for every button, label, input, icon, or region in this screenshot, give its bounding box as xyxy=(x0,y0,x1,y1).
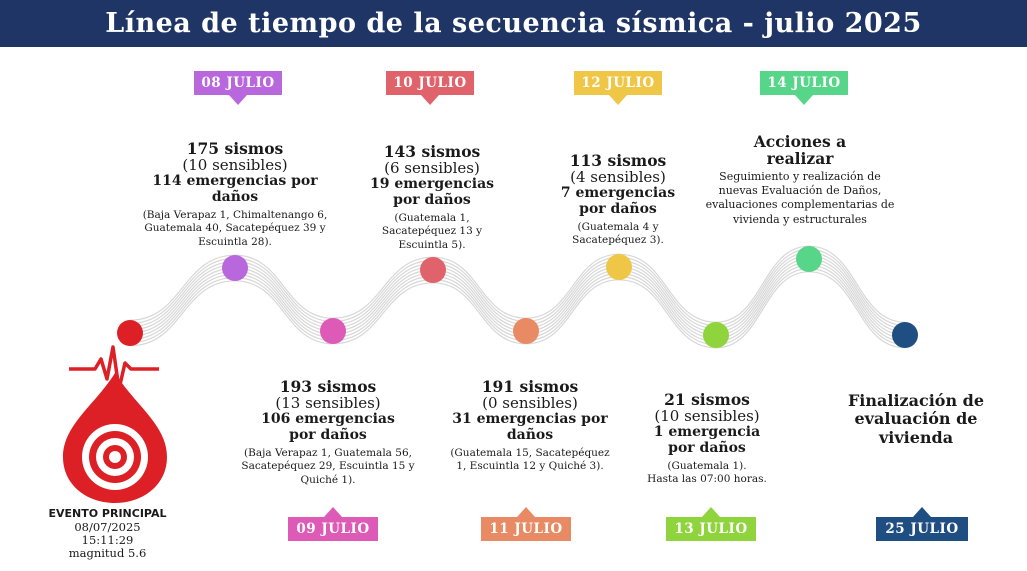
date-tag-13: 13 JULIO xyxy=(666,507,756,541)
date-tag-12: 12 JULIO xyxy=(574,71,662,105)
timeline-dot-10 xyxy=(420,257,446,283)
date-tag-09: 09 JULIO xyxy=(288,507,378,541)
info-13: 21 sismos (10 sensibles) 1 emergencia po… xyxy=(647,390,767,486)
info-12: 113 sismos (4 sensibles) 7 emergencias p… xyxy=(560,151,676,247)
main-event-magnitude: magnitud 5.6 xyxy=(68,546,147,561)
timeline-dot-13 xyxy=(703,322,729,348)
seismic-drop-icon xyxy=(63,345,167,503)
date-tag-14: 14 JULIO xyxy=(760,71,848,105)
date-tag-25: 25 JULIO xyxy=(876,507,968,541)
info-09: 193 sismos (13 sensibles) 106 emergencia… xyxy=(241,377,415,486)
info-11: 191 sismos (0 sensibles) 31 emergencias … xyxy=(450,377,610,473)
timeline-dot-14 xyxy=(796,246,822,272)
timeline-dot-main xyxy=(117,320,143,346)
main-event-time: 15:11:29 xyxy=(81,532,134,547)
timeline-dot-11 xyxy=(513,318,539,344)
date-tag-08: 08 JULIO xyxy=(194,71,282,105)
main-event-label: EVENTO PRINCIPAL xyxy=(48,507,167,520)
date-tag-11: 11 JULIO xyxy=(481,507,571,541)
wave-line xyxy=(129,245,906,323)
timeline-dot-08 xyxy=(222,255,248,281)
main-event-date: 08/07/2025 xyxy=(74,519,141,534)
main-event-text: EVENTO PRINCIPAL 08/07/2025 15:11:29 mag… xyxy=(20,507,195,561)
page-title: Línea de tiempo de la secuencia sísmica … xyxy=(105,8,922,39)
info-10: 143 sismos (6 sensibles) 19 emergencias … xyxy=(369,142,495,251)
info-25: Finalización de evaluación de vivienda xyxy=(847,391,985,447)
info-08: 175 sismos (10 sensibles) 114 emergencia… xyxy=(142,139,328,248)
title-bar: Línea de tiempo de la secuencia sísmica … xyxy=(0,0,1027,47)
info-14: Acciones a realizar Seguimiento y realiz… xyxy=(705,132,895,226)
date-tag-10: 10 JULIO xyxy=(386,71,474,105)
timeline-dot-12 xyxy=(606,254,632,280)
timeline-dot-09 xyxy=(320,318,346,344)
timeline-dot-25 xyxy=(892,322,918,348)
